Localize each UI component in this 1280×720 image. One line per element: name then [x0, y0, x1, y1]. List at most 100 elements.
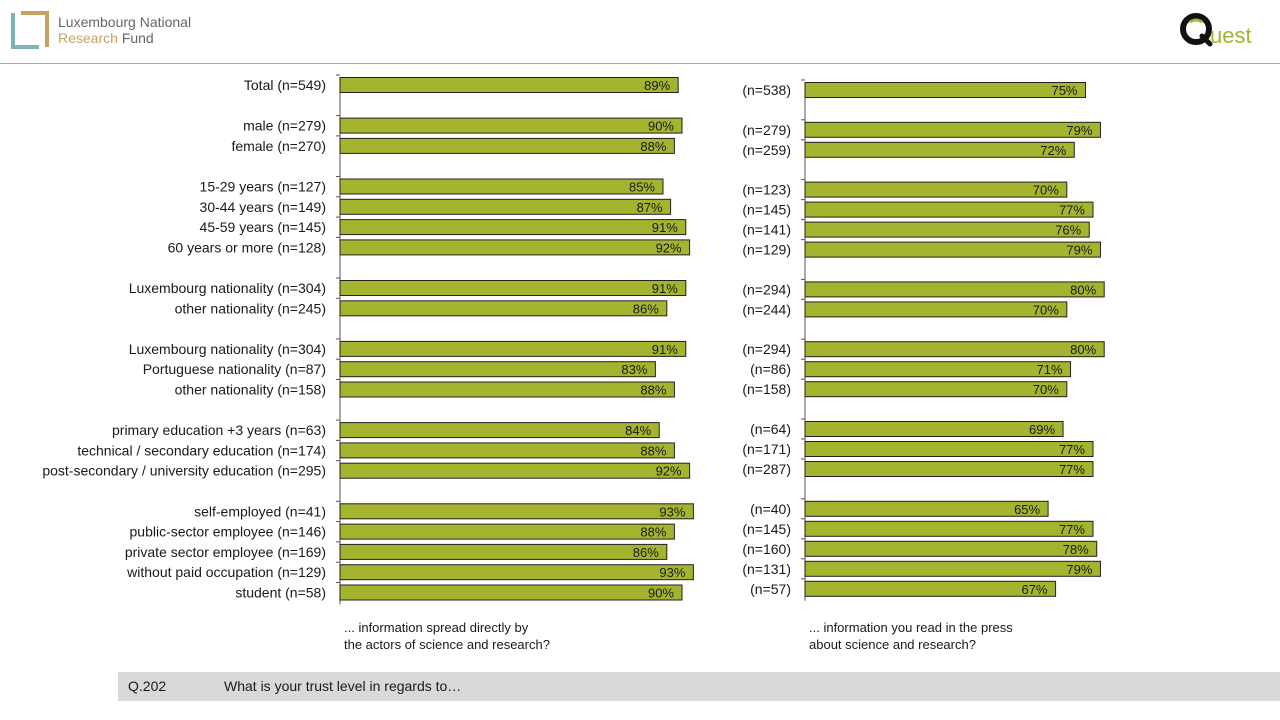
right-value-label: 77% [1059, 442, 1085, 457]
org-name-research: Research [58, 30, 118, 46]
xlabel-left-line1: ... information spread directly by [344, 620, 529, 635]
right-category-label: (n=171) [742, 441, 791, 457]
left-bar [339, 381, 675, 398]
left-category-label: private sector employee (n=169) [125, 544, 326, 560]
right-bar [804, 82, 1086, 98]
right-bar [804, 421, 1064, 437]
left-value-label: 92% [656, 240, 682, 255]
right-bar [804, 500, 1049, 517]
trust-level-chart: 89% Total (n=549) 90% male (n=279) 88% female… [42, 74, 1105, 605]
right-bar [804, 540, 1098, 557]
right-bar [804, 201, 1094, 218]
left-category-label: Luxembourg nationality (n=304) [129, 280, 326, 296]
left-value-label: 84% [625, 423, 651, 438]
left-category-label: public-sector employee (n=146) [130, 524, 327, 540]
header-divider [0, 63, 1280, 64]
right-bar [804, 441, 1094, 457]
left-category-label: other nationality (n=245) [175, 300, 326, 316]
right-category-label: (n=129) [742, 242, 791, 258]
left-bar [339, 564, 694, 581]
right-value-label: 77% [1059, 522, 1085, 537]
left-value-label: 88% [640, 139, 666, 154]
right-category-label: (n=287) [742, 461, 791, 477]
question-code: Q.202 [128, 678, 167, 694]
quest-logo-icon: uest [1180, 13, 1252, 48]
left-bar [339, 178, 664, 195]
right-value-label: 72% [1040, 143, 1066, 158]
left-bar [339, 137, 675, 154]
question-footer: Q.202 What is your trust level in regard… [118, 672, 1280, 701]
right-value-label: 76% [1055, 223, 1081, 238]
right-value-label: 70% [1033, 183, 1059, 198]
left-category-label: 15-29 years (n=127) [200, 179, 326, 195]
xlabel-right-line2: about science and research? [809, 637, 976, 652]
right-bar [804, 461, 1094, 477]
left-value-label: 88% [640, 383, 666, 398]
left-value-label: 89% [644, 78, 670, 93]
org-name-line1: Luxembourg National [58, 14, 192, 30]
left-value-label: 83% [621, 362, 647, 377]
left-bar [339, 361, 656, 378]
right-value-label: 79% [1066, 562, 1092, 577]
right-category-label: (n=294) [742, 281, 791, 297]
right-value-label: 80% [1070, 282, 1096, 297]
right-bar [804, 301, 1068, 318]
right-category-label: (n=244) [742, 301, 791, 317]
right-value-label: 75% [1051, 83, 1077, 98]
left-bar [339, 422, 660, 439]
left-bar [339, 239, 691, 256]
left-bar [339, 442, 675, 459]
left-value-label: 88% [640, 525, 666, 540]
xlabel-right-line1: ... information you read in the press [809, 620, 1013, 635]
left-category-label: without paid occupation (n=129) [126, 564, 326, 580]
right-category-label: (n=40) [750, 501, 791, 517]
left-bar [339, 523, 675, 540]
left-bar [339, 280, 687, 296]
left-category-label: 45-59 years (n=145) [200, 219, 326, 235]
left-value-label: 93% [659, 504, 685, 519]
right-bar [804, 361, 1072, 378]
svg-text:uest: uest [1210, 23, 1252, 48]
left-category-label: technical / secondary education (n=174) [77, 442, 326, 458]
left-value-label: 90% [648, 586, 674, 601]
left-category-label: student (n=58) [235, 585, 326, 601]
right-value-label: 77% [1059, 462, 1085, 477]
left-value-label: 91% [652, 281, 678, 296]
left-bar [339, 543, 668, 560]
left-bar [339, 584, 683, 601]
left-category-label: post-secondary / university education (n… [42, 463, 326, 479]
left-category-label: self-employed (n=41) [194, 503, 326, 519]
left-bar [339, 340, 687, 357]
left-category-label: male (n=279) [243, 118, 326, 134]
left-category-label: other nationality (n=158) [175, 382, 326, 398]
left-value-label: 93% [659, 565, 685, 580]
left-bar [339, 462, 691, 479]
right-value-label: 70% [1033, 302, 1059, 317]
right-bar [804, 221, 1090, 238]
question-text: What is your trust level in regards to… [224, 678, 462, 694]
right-bar [804, 241, 1101, 258]
right-value-label: 71% [1037, 362, 1063, 377]
right-bar [804, 281, 1105, 298]
right-category-label: (n=131) [742, 561, 791, 577]
left-value-label: 88% [640, 443, 666, 458]
right-bar [804, 520, 1094, 537]
right-value-label: 79% [1066, 123, 1092, 138]
left-bar [339, 219, 687, 236]
left-value-label: 86% [633, 301, 659, 316]
left-category-label: Total (n=549) [244, 77, 326, 93]
right-bar [804, 121, 1101, 138]
left-category-label: 60 years or more (n=128) [168, 239, 326, 255]
left-category-label: Luxembourg nationality (n=304) [129, 341, 326, 357]
right-category-label: (n=145) [742, 521, 791, 537]
left-value-label: 91% [652, 342, 678, 357]
right-bar [804, 181, 1068, 198]
left-category-label: primary education +3 years (n=63) [112, 422, 326, 438]
right-category-label: (n=538) [742, 82, 791, 98]
right-value-label: 80% [1070, 342, 1096, 357]
left-value-label: 92% [656, 464, 682, 479]
right-value-label: 79% [1066, 243, 1092, 258]
left-value-label: 86% [633, 545, 659, 560]
right-category-label: (n=158) [742, 381, 791, 397]
fnr-logo-icon [11, 11, 49, 49]
